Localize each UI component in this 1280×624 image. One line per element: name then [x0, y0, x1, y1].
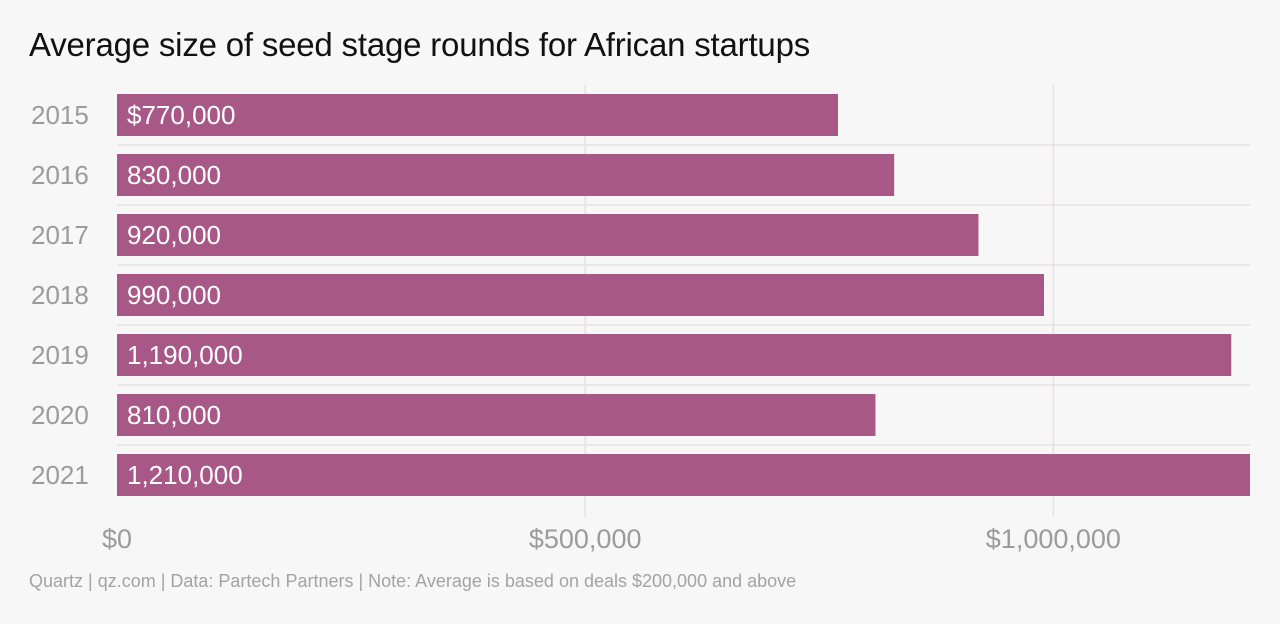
bar-2018: [117, 274, 1044, 316]
bar-2019: [117, 334, 1232, 376]
chart-title: Average size of seed stage rounds for Af…: [29, 26, 811, 63]
footer-source-note: Quartz | qz.com | Data: Partech Partners…: [29, 571, 797, 591]
bars: [117, 94, 1250, 496]
bar-2017: [117, 214, 979, 256]
bar-value-label: 990,000: [127, 280, 221, 310]
bar-2020: [117, 394, 876, 436]
bar-2016: [117, 154, 895, 196]
category-label-2021: 2021: [31, 460, 89, 490]
bar-value-label: 810,000: [127, 400, 221, 430]
category-label-2019: 2019: [31, 340, 89, 370]
bar-value-label: 830,000: [127, 160, 221, 190]
grid-lines: [117, 85, 1250, 517]
category-label-2015: 2015: [31, 100, 89, 130]
x-axis-ticks: $0 $500,000 $1,000,000: [102, 524, 1121, 554]
x-tick-label: $0: [102, 524, 132, 554]
category-label-2020: 2020: [31, 400, 89, 430]
bar-labels: $770,000 830,000 920,000 990,000 1,190,000 81…: [127, 100, 243, 490]
bar-2015: [117, 94, 838, 136]
bar-value-label: 1,190,000: [127, 340, 243, 370]
bar-value-label: 1,210,000: [127, 460, 243, 490]
category-label-2018: 2018: [31, 280, 89, 310]
category-label-2017: 2017: [31, 220, 89, 250]
bar-2021: [117, 454, 1250, 496]
bar-value-label: $770,000: [127, 100, 235, 130]
x-tick-label: $500,000: [529, 524, 642, 554]
x-tick-label: $1,000,000: [986, 524, 1121, 554]
bar-value-label: 920,000: [127, 220, 221, 250]
category-label-2016: 2016: [31, 160, 89, 190]
category-labels: 2015 2016 2017 2018 2019 2020 2021: [31, 100, 89, 490]
